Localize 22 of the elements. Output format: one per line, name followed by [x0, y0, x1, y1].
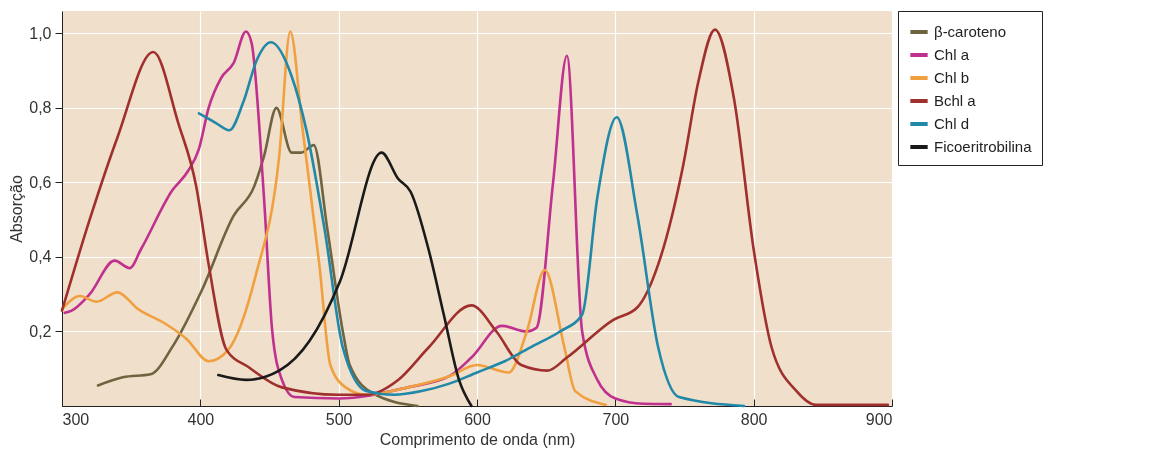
y-tick-label: 0,2: [29, 322, 52, 340]
x-tick-label: 300: [62, 410, 90, 428]
y-tick-label: 1,0: [29, 24, 52, 42]
x-tick-label: 800: [740, 410, 768, 428]
legend-label: Ficoeritrobilina: [934, 138, 1033, 155]
legend-label: β-caroteno: [934, 23, 1006, 40]
legend-label: Chl a: [934, 46, 970, 63]
legend-label: Bchl a: [934, 92, 977, 109]
x-tick-label: 400: [187, 410, 215, 428]
x-tick-label: 500: [325, 410, 353, 428]
x-axis-title: Comprimento de onda (nm): [379, 430, 576, 448]
x-tick-label: 700: [602, 410, 630, 428]
y-axis-title: Absorção: [8, 175, 26, 243]
line-series: [96, 106, 419, 408]
y-tick-label: 0,4: [29, 248, 52, 266]
x-tick-label: 600: [464, 410, 491, 428]
legend-label: Chl d: [934, 115, 970, 132]
x-tick-label: 900: [865, 410, 893, 428]
line-series: [197, 41, 746, 408]
y-tick-label: 0,8: [29, 99, 52, 117]
y-tick-label: 0,6: [29, 173, 52, 191]
legend-label: Chl b: [934, 69, 970, 86]
